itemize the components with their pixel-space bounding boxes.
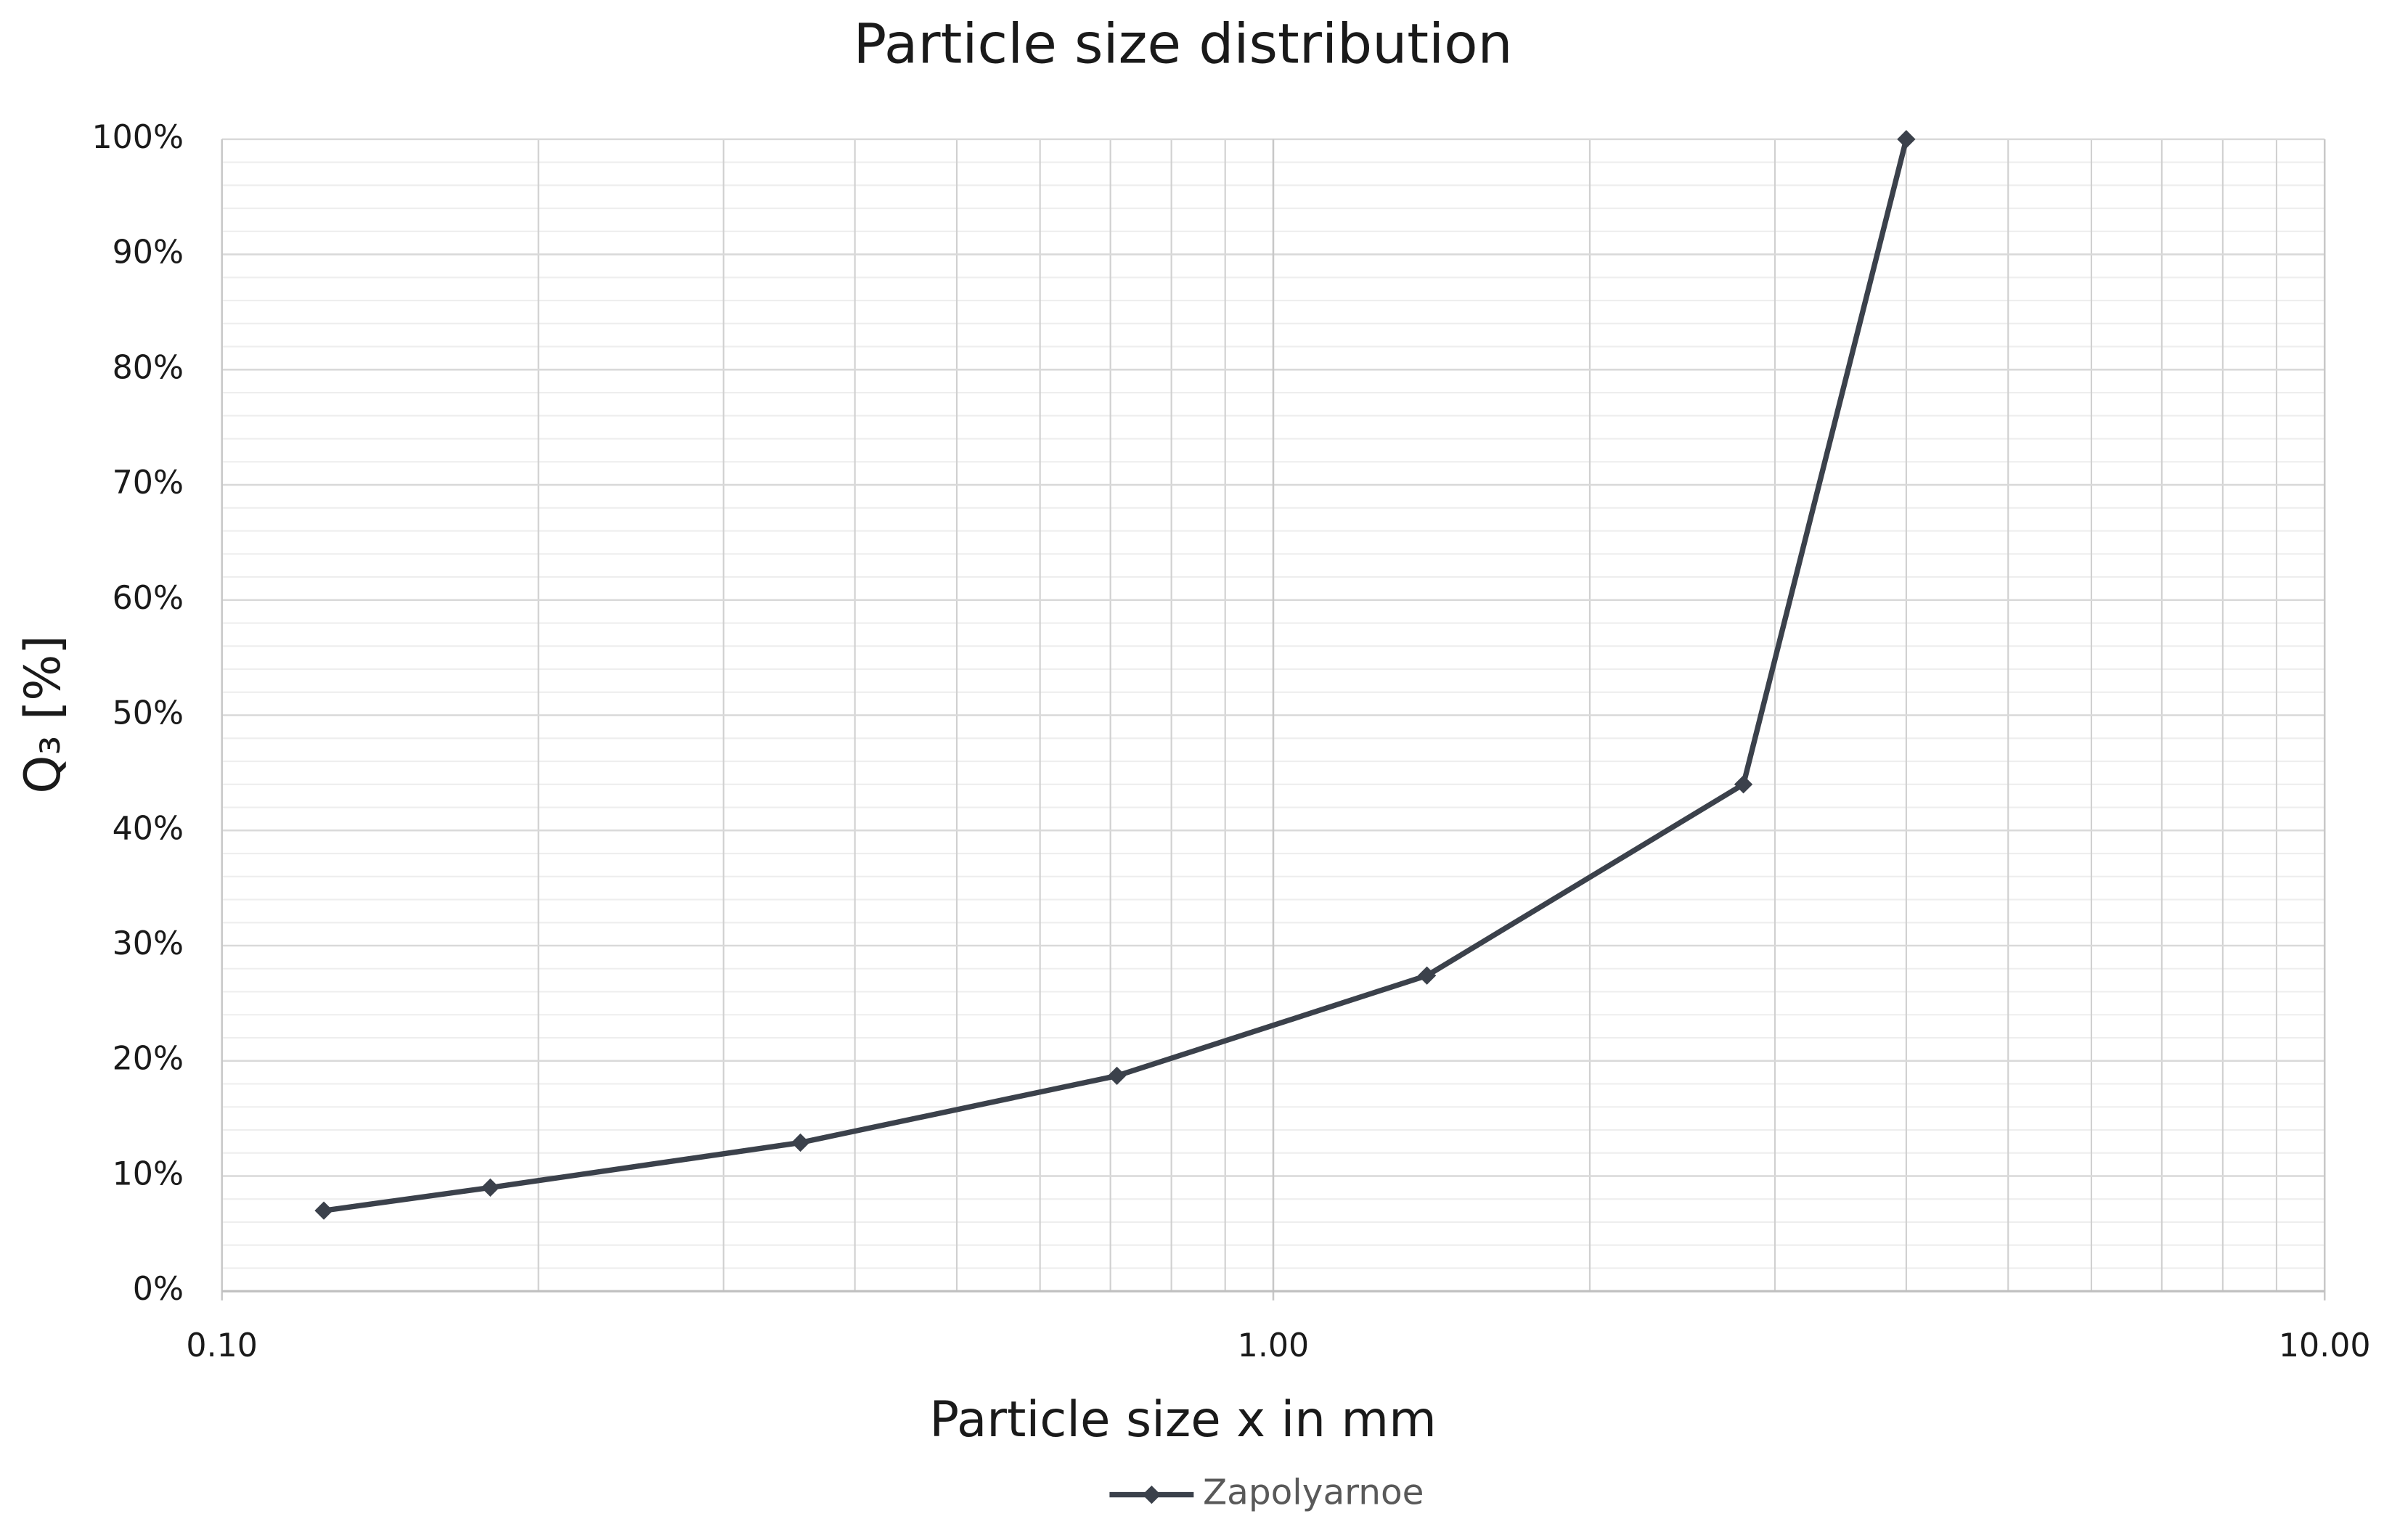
y-tick-label: 20%: [113, 1041, 184, 1078]
y-tick-label: 50%: [113, 695, 184, 732]
y-tick-label: 40%: [113, 810, 184, 847]
y-tick-label: 70%: [113, 464, 184, 501]
y-tick-label: 0%: [133, 1271, 184, 1308]
y-axis-label: Q₃ [%]: [14, 635, 71, 793]
grid: [221, 138, 2326, 1301]
data-point: [1734, 775, 1753, 794]
y-tick-label: 10%: [113, 1155, 184, 1192]
data-point: [314, 1201, 333, 1220]
y-tick-label: 60%: [113, 580, 184, 617]
y-tick-label: 90%: [113, 234, 184, 271]
data-point: [791, 1133, 810, 1152]
data-point: [1897, 130, 1916, 149]
data-point: [481, 1178, 500, 1197]
x-axis-label: Particle size x in mm: [929, 1390, 1436, 1448]
x-tick-label: 10.00: [2279, 1327, 2371, 1364]
y-tick-label: 30%: [113, 925, 184, 962]
y-tick-label: 100%: [91, 119, 184, 156]
y-tick-label: 80%: [113, 349, 184, 386]
x-tick-label: 0.10: [186, 1327, 258, 1364]
chart-title: Particle size distribution: [854, 12, 1513, 75]
data-point: [1417, 966, 1437, 985]
legend-label: Zapolyarnoe: [1203, 1473, 1424, 1513]
x-tick-label: 1.00: [1238, 1327, 1310, 1364]
legend-marker: [1142, 1485, 1162, 1504]
